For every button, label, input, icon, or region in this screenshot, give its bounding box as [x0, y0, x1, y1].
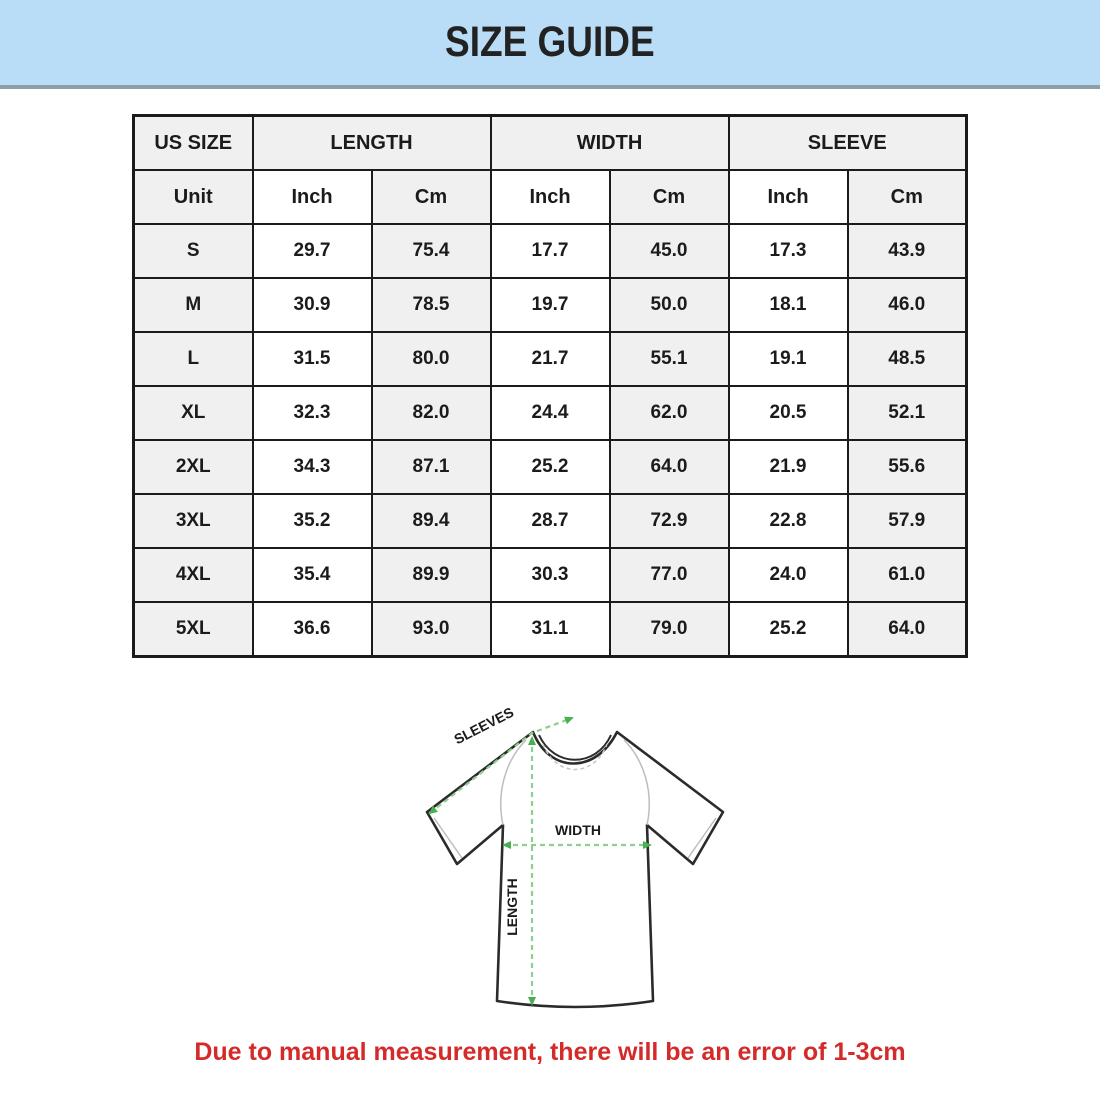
sleeve-measure-arrow [428, 716, 574, 815]
size-table-cell: 24.0 [727, 547, 849, 603]
size-table-cell: 19.7 [489, 277, 611, 333]
size-table-cell: 80.0 [370, 331, 492, 387]
size-table-cell: 64.0 [608, 439, 730, 495]
width-label: WIDTH [555, 822, 601, 838]
size-table-cell: 19.1 [727, 331, 849, 387]
size-guide-banner: SIZE GUIDE [0, 0, 1100, 89]
size-table-group-row: US SIZE LENGTH WIDTH SLEEVE [132, 114, 968, 171]
size-table-cell: 64.0 [846, 601, 968, 658]
unit-width-inch: Inch [489, 169, 611, 225]
size-table-cell: 46.0 [846, 277, 968, 333]
size-table-head: US SIZE LENGTH WIDTH SLEEVE Unit Inch Cm… [132, 114, 968, 225]
size-table-cell: 30.3 [489, 547, 611, 603]
column-header-width: WIDTH [489, 114, 730, 171]
size-table-cell: 21.7 [489, 331, 611, 387]
size-table-cell: 36.6 [251, 601, 373, 658]
unit-sleeve-cm: Cm [846, 169, 968, 225]
size-table-cell: 25.2 [727, 601, 849, 658]
size-table-cell: 57.9 [846, 493, 968, 549]
size-table-cell: 17.3 [727, 223, 849, 279]
size-table-cell: 34.3 [251, 439, 373, 495]
size-table-cell: 77.0 [608, 547, 730, 603]
size-table-cell: 31.5 [251, 331, 373, 387]
size-table-cell: 31.1 [489, 601, 611, 658]
measurement-error-note: Due to manual measurement, there will be… [194, 1038, 906, 1066]
column-header-us-size: US SIZE [132, 114, 254, 171]
size-table-row: 3XL 35.2 89.4 28.7 72.9 22.8 57.9 [132, 493, 968, 549]
unit-length-inch: Inch [251, 169, 373, 225]
size-row-label: S [132, 223, 254, 279]
right-armhole-seam [623, 739, 650, 826]
size-table-cell: 89.9 [370, 547, 492, 603]
size-table-cell: 52.1 [846, 385, 968, 441]
size-table-cell: 43.9 [846, 223, 968, 279]
size-row-label: 4XL [132, 547, 254, 603]
size-table-cell: 82.0 [370, 385, 492, 441]
unit-header: Unit [132, 169, 254, 225]
size-row-label: L [132, 331, 254, 387]
size-row-label: 2XL [132, 439, 254, 495]
size-table-row: M 30.9 78.5 19.7 50.0 18.1 46.0 [132, 277, 968, 333]
unit-length-cm: Cm [370, 169, 492, 225]
size-table-cell: 24.4 [489, 385, 611, 441]
size-table-cell: 22.8 [727, 493, 849, 549]
size-table-row: S 29.7 75.4 17.7 45.0 17.3 43.9 [132, 223, 968, 279]
size-row-label: XL [132, 385, 254, 441]
size-table-row: 4XL 35.4 89.9 30.3 77.0 24.0 61.0 [132, 547, 968, 603]
size-table-cell: 89.4 [370, 493, 492, 549]
size-table-body: S 29.7 75.4 17.7 45.0 17.3 43.9 M 30.9 78.5 19.7 50… [132, 223, 968, 658]
unit-width-cm: Cm [608, 169, 730, 225]
size-table-cell: 87.1 [370, 439, 492, 495]
tshirt-measurement-diagram: SLEEVES WIDTH LENGTH [425, 704, 725, 1009]
size-row-label: 5XL [132, 601, 254, 658]
size-row-label: M [132, 277, 254, 333]
size-table-cell: 32.3 [251, 385, 373, 441]
page-title: SIZE GUIDE [445, 18, 655, 66]
length-label: LENGTH [504, 878, 520, 936]
size-table-cell: 72.9 [608, 493, 730, 549]
size-table-cell: 29.7 [251, 223, 373, 279]
size-table-cell: 93.0 [370, 601, 492, 658]
tshirt-outline [425, 730, 725, 1009]
size-table-cell: 62.0 [608, 385, 730, 441]
size-table-cell: 50.0 [608, 277, 730, 333]
size-table-cell: 55.1 [608, 331, 730, 387]
size-table-cell: 35.4 [251, 547, 373, 603]
column-header-length: LENGTH [251, 114, 492, 171]
size-table-cell: 61.0 [846, 547, 968, 603]
size-table-cell: 35.2 [251, 493, 373, 549]
size-table-cell: 25.2 [489, 439, 611, 495]
size-table-cell: 48.5 [846, 331, 968, 387]
left-sleeve-hem-seam [433, 817, 463, 859]
size-table-cell: 28.7 [489, 493, 611, 549]
column-header-sleeve: SLEEVE [727, 114, 968, 171]
size-row-label: 3XL [132, 493, 254, 549]
size-table-cell: 75.4 [370, 223, 492, 279]
size-table-cell: 55.6 [846, 439, 968, 495]
size-table-cell: 20.5 [727, 385, 849, 441]
size-table-row: L 31.5 80.0 21.7 55.1 19.1 48.5 [132, 331, 968, 387]
size-table-cell: 18.1 [727, 277, 849, 333]
size-table: US SIZE LENGTH WIDTH SLEEVE Unit Inch Cm… [132, 114, 968, 658]
size-table-cell: 45.0 [608, 223, 730, 279]
size-table-cell: 17.7 [489, 223, 611, 279]
unit-sleeve-inch: Inch [727, 169, 849, 225]
size-table-unit-row: Unit Inch Cm Inch Cm Inch Cm [132, 169, 968, 225]
size-table-cell: 78.5 [370, 277, 492, 333]
sleeves-label: SLEEVES [451, 704, 516, 748]
right-sleeve-hem-seam [687, 817, 717, 859]
size-table-cell: 30.9 [251, 277, 373, 333]
size-table-cell: 79.0 [608, 601, 730, 658]
size-table-cell: 21.9 [727, 439, 849, 495]
size-table-row: 5XL 36.6 93.0 31.1 79.0 25.2 64.0 [132, 601, 968, 658]
size-table-row: 2XL 34.3 87.1 25.2 64.0 21.9 55.6 [132, 439, 968, 495]
size-table-row: XL 32.3 82.0 24.4 62.0 20.5 52.1 [132, 385, 968, 441]
